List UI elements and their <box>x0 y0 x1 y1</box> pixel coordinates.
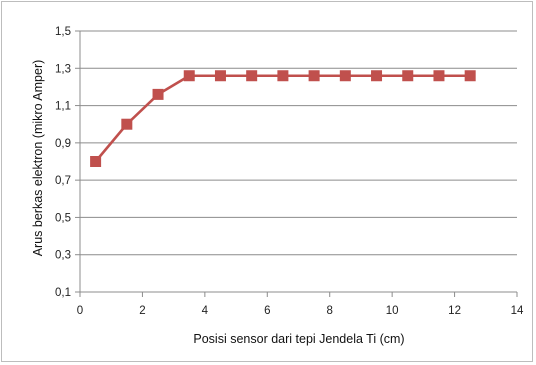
x-tick-label: 8 <box>327 305 333 317</box>
series-group <box>90 70 476 167</box>
x-tick-label: 4 <box>202 305 209 317</box>
axes <box>79 31 518 297</box>
x-tick-labels: 0 2 4 6 8 10 12 14 <box>77 305 524 317</box>
y-tick-label: 1,5 <box>55 26 71 38</box>
data-point <box>183 70 195 82</box>
gridlines <box>75 30 517 293</box>
x-tick-label: 6 <box>264 305 270 317</box>
x-tick-label: 10 <box>386 305 399 317</box>
y-tick-label: 1,1 <box>55 101 71 113</box>
data-point <box>402 70 414 82</box>
y-tick-label: 0,9 <box>55 138 71 150</box>
data-point <box>152 88 164 100</box>
series-line <box>94 74 471 163</box>
x-axis-title: Posisi sensor dari tepi Jendela Ti (cm) <box>193 332 404 346</box>
data-point <box>464 70 476 82</box>
y-tick-labels: 0,1 0,3 0,5 0,7 0,9 1,1 1,3 1,5 <box>55 26 71 299</box>
data-point <box>90 156 102 167</box>
x-tick-label: 0 <box>77 305 83 317</box>
data-point <box>277 70 289 82</box>
x-tick-label: 12 <box>448 305 461 317</box>
data-point <box>308 70 320 82</box>
y-tick-label: 1,3 <box>55 63 71 75</box>
data-point <box>246 70 258 82</box>
data-point <box>371 70 383 82</box>
y-tick-label: 0,1 <box>55 287 71 299</box>
data-point <box>121 118 133 130</box>
data-point <box>339 70 351 82</box>
y-axis-title: Arus berkas elektron (mikro Amper) <box>31 60 45 257</box>
y-tick-label: 0,7 <box>55 175 71 187</box>
data-point <box>214 70 226 82</box>
x-tick-label: 2 <box>139 305 145 317</box>
y-tick-label: 0,3 <box>55 250 71 262</box>
x-tick-label: 14 <box>511 305 524 317</box>
y-tick-label: 0,5 <box>55 212 71 224</box>
data-point <box>433 70 445 82</box>
